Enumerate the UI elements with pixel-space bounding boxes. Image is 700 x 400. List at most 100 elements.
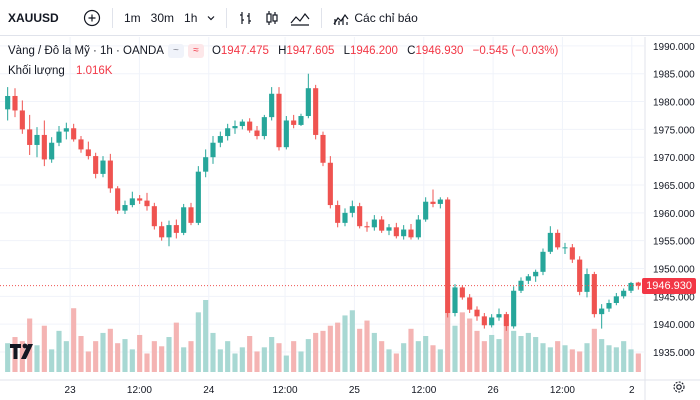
toolbar-divider [112, 7, 113, 28]
chart-area[interactable]: 1990.000 1985.000 1980.000 1975.000 1970.000… [0, 37, 700, 400]
volume-bar [474, 330, 480, 372]
volume-bar [511, 330, 517, 372]
volume-bar [364, 320, 370, 372]
volume-bar [159, 346, 165, 372]
data-status-icon[interactable]: ≈ [187, 44, 204, 58]
compare-icon[interactable] [285, 4, 315, 32]
timeframe-1h-button[interactable]: 1h [184, 10, 198, 25]
volume-legend: Khối lượng 1.016K [8, 65, 112, 77]
volume-bar [210, 332, 216, 372]
volume-bar [144, 353, 150, 372]
candle-body [386, 227, 392, 231]
volume-bar [327, 325, 333, 372]
candle-body [540, 251, 546, 272]
candle-body [181, 207, 187, 233]
candle-body [232, 126, 238, 129]
candle-body [283, 120, 289, 148]
candle-body [63, 128, 69, 132]
candle-body [606, 302, 612, 309]
candle-body [144, 200, 150, 207]
volume-bar [635, 353, 641, 372]
candle-body [129, 198, 135, 206]
candle-style-icon[interactable] [259, 4, 285, 32]
candle-body [195, 171, 201, 223]
candle-body [577, 259, 583, 292]
bar-style-icon[interactable] [233, 4, 259, 32]
volume-bar [562, 345, 568, 372]
volume-bar [291, 341, 297, 372]
candle-body [423, 201, 429, 220]
candle-body [254, 130, 260, 137]
candle-body [379, 219, 385, 231]
x-tick-label: 23 [65, 385, 77, 396]
candle-body [525, 276, 531, 281]
y-tick-label: 1940.000 [653, 320, 695, 331]
plus-circle-icon[interactable] [78, 4, 106, 32]
volume-bar [430, 345, 436, 372]
x-tick-label: 24 [203, 385, 215, 396]
volume-bar [577, 351, 583, 372]
symbol-search-button[interactable]: XAUUSD [8, 10, 59, 25]
volume-bar [71, 308, 77, 372]
timeframe-30m-button[interactable]: 30m [150, 10, 175, 25]
volume-bar [525, 332, 531, 372]
candle-body [56, 131, 62, 143]
volume-bar [437, 349, 443, 372]
volume-bar [415, 341, 421, 372]
candle-body [547, 232, 553, 252]
candle-body [327, 162, 333, 206]
volume-bar [63, 341, 69, 372]
volume-bar [173, 322, 179, 372]
volume-bar [100, 332, 106, 372]
tradingview-logo-icon[interactable] [8, 340, 38, 362]
candle-body [511, 290, 517, 327]
y-tick-label: 1935.000 [653, 348, 695, 359]
candlestick-chart[interactable]: 1990.000 1985.000 1980.000 1975.000 1970.000… [0, 37, 700, 400]
y-tick-label: 1945.000 [653, 292, 695, 303]
candle-body [591, 274, 597, 315]
candle-body [481, 316, 487, 326]
volume-bar [533, 337, 539, 372]
candle-body [239, 121, 245, 127]
candle-body [217, 136, 223, 143]
gear-icon[interactable] [672, 380, 686, 394]
candle-body [5, 95, 11, 110]
volume-bar [613, 347, 619, 372]
x-tick-label: 12:00 [273, 385, 298, 396]
timeframe-1m-button[interactable]: 1m [124, 10, 141, 25]
volume-bar [217, 349, 223, 372]
y-tick-label: 1960.000 [653, 209, 695, 220]
volume-bar [320, 330, 326, 372]
volume-label[interactable]: Khối lượng [8, 65, 65, 77]
x-tick-label: 12:00 [411, 385, 436, 396]
toolbar-divider [226, 7, 228, 28]
series-title[interactable]: Vàng / Đô la Mỹ · 1h · OANDA [8, 45, 164, 57]
candle-body [291, 120, 297, 125]
volume-bar [269, 337, 275, 372]
candle-body [49, 142, 55, 160]
y-tick-label: 1990.000 [653, 42, 695, 53]
volume-bar [591, 328, 597, 372]
candle-body [415, 219, 421, 238]
candle-body [489, 317, 495, 326]
volume-bar [445, 310, 451, 372]
volume-bar [232, 353, 238, 372]
candle-body [78, 139, 84, 150]
volume-bar [49, 349, 55, 372]
x-tick-label: 25 [349, 385, 361, 396]
y-tick-label: 1965.000 [653, 181, 695, 192]
market-status-icon[interactable]: ~ [167, 44, 184, 58]
volume-bar [283, 355, 289, 372]
volume-bar [276, 343, 282, 372]
indicators-button[interactable]: Các chỉ báo [328, 4, 421, 32]
y-tick-label: 1950.000 [653, 264, 695, 275]
indicators-icon [333, 13, 349, 25]
close-value: 1946.930 [415, 45, 464, 57]
candle-body [621, 290, 627, 297]
candle-body [305, 88, 311, 117]
candle-body [298, 116, 304, 125]
volume-bar [371, 332, 377, 372]
volume-bar [555, 341, 561, 372]
chevron-down-icon[interactable] [202, 4, 220, 32]
candle-body [437, 199, 443, 204]
